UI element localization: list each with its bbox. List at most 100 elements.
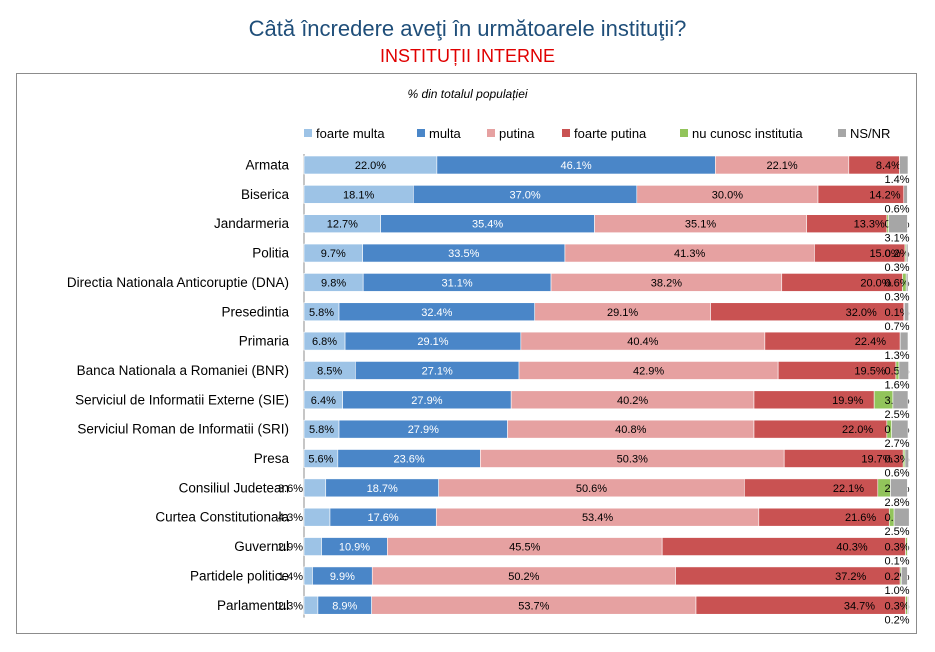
bar-12-5 xyxy=(893,507,910,527)
bar-14-0 xyxy=(303,566,313,586)
data-label-13-2: 45.5% xyxy=(509,542,540,554)
data-label-11-0: 3.6% xyxy=(278,483,303,495)
data-label-3-5: 0.3% xyxy=(884,262,909,274)
data-label-11-5: 2.8% xyxy=(884,497,909,509)
data-label-11-2: 50.6% xyxy=(576,483,607,495)
data-label-13-4: 0.3% xyxy=(884,542,909,554)
legend-label-4: nu cunosc institutia xyxy=(692,126,803,141)
data-label-10-2: 50.3% xyxy=(617,454,648,466)
category-label-0: Armata xyxy=(245,158,289,173)
legend-label-5: NS/NR xyxy=(850,126,890,141)
legend-swatch-3 xyxy=(562,129,570,137)
data-label-15-5: 0.2% xyxy=(884,614,909,626)
data-label-13-1: 10.9% xyxy=(339,542,370,554)
legend-label-2: putina xyxy=(499,126,535,141)
bar-11-0 xyxy=(303,478,327,498)
data-label-6-3: 22.4% xyxy=(855,336,886,348)
data-label-8-3: 19.9% xyxy=(832,395,863,407)
data-label-0-5: 1.4% xyxy=(884,174,909,186)
category-label-11: Consiliul Judetean xyxy=(179,480,289,495)
category-label-10: Presa xyxy=(254,451,290,466)
data-label-12-3: 21.6% xyxy=(845,512,876,524)
data-label-5-2: 29.1% xyxy=(607,307,638,319)
bar-7-5 xyxy=(898,361,909,380)
data-label-1-0: 18.1% xyxy=(343,189,374,201)
data-label-1-5: 0.6% xyxy=(884,203,909,215)
data-label-7-0: 8.5% xyxy=(317,365,342,377)
data-label-4-0: 9.8% xyxy=(321,277,346,289)
legend-swatch-2 xyxy=(487,129,495,137)
category-label-14: Partidele politice xyxy=(190,568,289,583)
data-label-8-2: 40.2% xyxy=(617,395,648,407)
data-label-4-3: 20.0% xyxy=(860,277,891,289)
data-label-3-4: 0.2% xyxy=(884,248,909,260)
data-label-0-3: 8.4% xyxy=(876,160,901,172)
data-label-8-5: 2.5% xyxy=(884,409,909,421)
data-label-13-0: 2.9% xyxy=(278,542,303,554)
category-label-4: Directia Nationala Anticoruptie (DNA) xyxy=(67,275,289,290)
legend-label-1: multa xyxy=(429,126,462,141)
data-label-2-5: 3.1% xyxy=(884,233,909,245)
bar-0-5 xyxy=(899,155,909,175)
data-label-9-2: 40.8% xyxy=(615,424,646,436)
bar-6-5 xyxy=(899,331,909,351)
category-label-7: Banca Nationala a Romaniei (BNR) xyxy=(77,363,289,378)
chart-subtitle: INSTITUȚII INTERNE xyxy=(380,46,555,66)
data-label-1-1: 37.0% xyxy=(509,189,540,201)
category-label-3: Politia xyxy=(252,246,289,261)
category-label-2: Jandarmeria xyxy=(214,216,290,231)
data-label-14-0: 1.4% xyxy=(278,571,303,583)
data-label-11-1: 18.7% xyxy=(367,483,398,495)
data-label-11-3: 22.1% xyxy=(833,483,864,495)
chart-frame xyxy=(16,73,917,634)
data-label-5-0: 5.8% xyxy=(309,307,334,319)
data-label-6-1: 29.1% xyxy=(417,336,448,348)
data-label-2-1: 35.4% xyxy=(472,219,503,231)
bar-10-5 xyxy=(904,449,909,468)
bar-13-5 xyxy=(907,537,909,556)
data-label-8-1: 27.9% xyxy=(411,395,442,407)
data-label-14-3: 37.2% xyxy=(835,571,866,583)
data-label-6-0: 6.8% xyxy=(312,336,337,348)
data-label-5-3: 32.0% xyxy=(846,307,877,319)
data-label-9-5: 2.7% xyxy=(884,438,909,450)
chart-title: Câtă încredere aveţi în următoarele inst… xyxy=(248,16,687,41)
data-label-4-1: 31.1% xyxy=(442,277,473,289)
bar-8-5 xyxy=(892,390,909,410)
data-label-0-0: 22.0% xyxy=(355,160,386,172)
data-label-3-3: 15.0% xyxy=(869,248,900,260)
bar-15-5 xyxy=(907,595,909,615)
category-label-1: Biserica xyxy=(241,187,290,202)
data-label-7-2: 42.9% xyxy=(633,365,664,377)
data-label-14-1: 9.9% xyxy=(330,571,355,583)
data-label-13-3: 40.3% xyxy=(836,542,867,554)
data-label-15-4: 0.3% xyxy=(884,600,909,612)
data-label-4-5: 0.3% xyxy=(884,291,909,303)
data-label-8-0: 6.4% xyxy=(311,395,336,407)
data-label-10-1: 23.6% xyxy=(393,454,424,466)
data-label-7-1: 27.1% xyxy=(422,365,453,377)
chart-note: % din totalul populației xyxy=(407,87,528,101)
bar-14-3 xyxy=(675,566,901,586)
data-label-0-1: 46.1% xyxy=(561,160,592,172)
data-label-15-2: 53.7% xyxy=(518,600,549,612)
bar-4-5 xyxy=(905,273,909,292)
bar-15-0 xyxy=(303,595,319,615)
data-label-2-3: 13.3% xyxy=(854,219,885,231)
data-label-3-1: 33.5% xyxy=(448,248,479,260)
category-label-13: Guvernul xyxy=(234,539,289,554)
bar-3-5 xyxy=(905,243,909,263)
data-label-3-2: 41.3% xyxy=(674,248,705,260)
legend-label-0: foarte multa xyxy=(316,126,385,141)
data-label-6-5: 1.3% xyxy=(884,350,909,362)
bar-11-5 xyxy=(890,478,908,498)
category-label-12: Curtea Constitutionala xyxy=(155,510,289,525)
data-label-6-2: 40.4% xyxy=(627,336,658,348)
data-label-1-2: 30.0% xyxy=(712,189,743,201)
data-label-9-0: 5.8% xyxy=(309,424,334,436)
data-label-12-1: 17.6% xyxy=(368,512,399,524)
data-label-12-2: 53.4% xyxy=(582,512,613,524)
data-label-0-2: 22.1% xyxy=(766,160,797,172)
data-label-7-5: 1.6% xyxy=(884,379,909,391)
